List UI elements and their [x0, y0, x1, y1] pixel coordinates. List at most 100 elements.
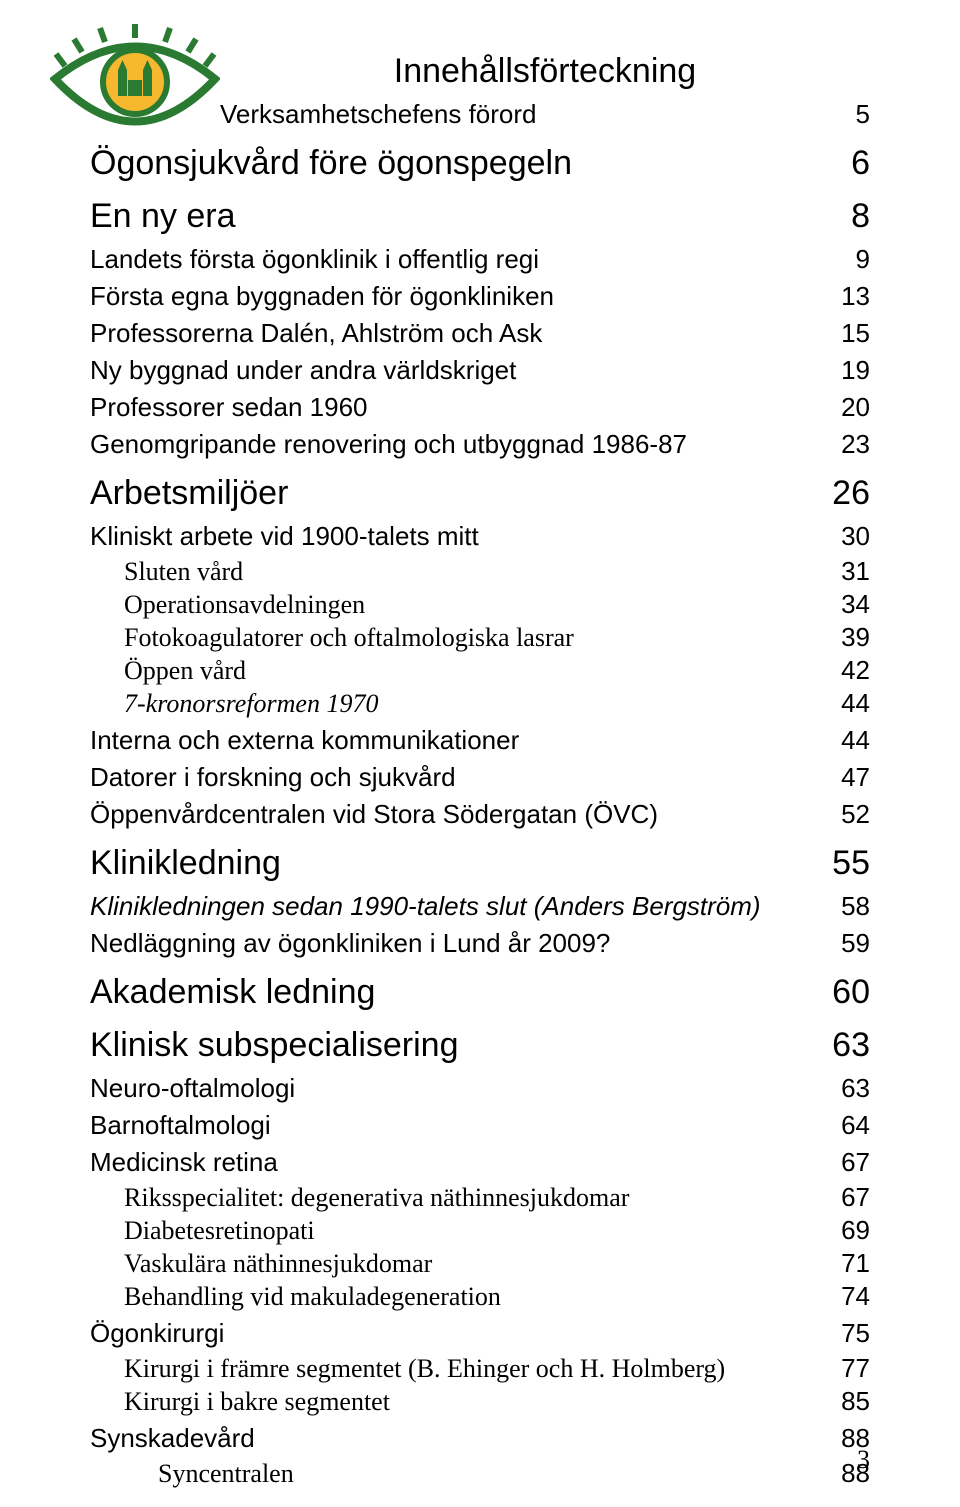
toc-label: Datorer i forskning och sjukvård: [90, 762, 456, 793]
toc-page: 55: [822, 844, 870, 883]
toc-row: Ögonsjukvård före ögonspegeln 6: [90, 144, 870, 183]
toc-page: 39: [831, 622, 870, 653]
eye-logo: [50, 24, 220, 139]
toc-row: Klinisk subspecialisering 63: [90, 1026, 870, 1065]
toc-row: 7-kronorsreformen 1970 44: [90, 688, 870, 719]
toc-page: 26: [822, 474, 870, 513]
toc-row: Professorerna Dalén, Ahlström och Ask 15: [90, 318, 870, 349]
toc-label: Arbetsmiljöer: [90, 474, 288, 513]
toc-row: Klinikledningen sedan 1990-talets slut (…: [90, 891, 870, 922]
page-number: 3: [857, 1445, 870, 1475]
toc-label: Ögonsjukvård före ögonspegeln: [90, 144, 572, 183]
toc-label: Nedläggning av ögonkliniken i Lund år 20…: [90, 928, 610, 959]
toc-page: 59: [831, 928, 870, 959]
toc-page: 44: [831, 725, 870, 756]
toc-page: 31: [831, 556, 870, 587]
toc-row: Professorer sedan 1960 20: [90, 392, 870, 423]
toc-content: Innehållsförteckning Verksamhetschefens …: [90, 52, 870, 1489]
toc-label: Diabetesretinopati: [124, 1216, 315, 1246]
toc-label: Kirurgi i främre segmentet (B. Ehinger o…: [124, 1354, 725, 1384]
toc-label: Fotokoagulatorer och oftalmologiska lasr…: [124, 623, 574, 653]
toc-label: Akademisk ledning: [90, 973, 375, 1012]
page-title: Innehållsförteckning: [220, 52, 870, 91]
toc-row: Ögonkirurgi 75: [90, 1318, 870, 1349]
toc-page: 34: [831, 589, 870, 620]
toc-label: Neuro-oftalmologi: [90, 1073, 295, 1104]
toc-row: Syncentralen88: [90, 1458, 870, 1489]
toc-row: Diabetesretinopati 69: [90, 1215, 870, 1246]
toc-row: Öppenvårdcentralen vid Stora Södergatan …: [90, 799, 870, 830]
toc-label: Ögonkirurgi: [90, 1318, 224, 1349]
toc-label: Professorerna Dalén, Ahlström och Ask: [90, 318, 542, 349]
toc-label: Synskadevård: [90, 1423, 255, 1454]
toc-row: Ny byggnad under andra världskriget 19: [90, 355, 870, 386]
toc-label: Sluten vård: [124, 557, 243, 587]
toc-row: Landets första ögonklinik i offentlig re…: [90, 244, 870, 275]
toc-row: Vaskulära näthinnesjukdomar71: [90, 1248, 870, 1279]
toc-row: Sluten vård 31: [90, 556, 870, 587]
toc-row: Klinikledning 55: [90, 844, 870, 883]
toc-page: 47: [831, 762, 870, 793]
toc-page: 9: [846, 244, 870, 275]
toc-label: Öppenvårdcentralen vid Stora Södergatan …: [90, 799, 658, 830]
toc-row: Öppen vård 42: [90, 655, 870, 686]
toc-label: Landets första ögonklinik i offentlig re…: [90, 244, 539, 275]
toc-page: 23: [831, 429, 870, 460]
toc-page: 85: [831, 1386, 870, 1417]
toc-page: 6: [841, 144, 870, 183]
toc-label: 7-kronorsreformen 1970: [124, 689, 378, 719]
toc-page: 20: [831, 392, 870, 423]
toc-label: Ny byggnad under andra världskriget: [90, 355, 516, 386]
toc-page: 8: [841, 197, 870, 236]
toc-label: Klinisk subspecialisering: [90, 1026, 459, 1065]
toc-row: Nedläggning av ögonkliniken i Lund år 20…: [90, 928, 870, 959]
toc-page: 67: [831, 1182, 870, 1213]
toc-page: 42: [831, 655, 870, 686]
toc-page: 69: [831, 1215, 870, 1246]
toc-label: Operationsavdelningen: [124, 590, 365, 620]
toc-page: 67: [831, 1147, 870, 1178]
toc-label: Genomgripande renovering och utbyggnad 1…: [90, 429, 687, 460]
toc-row: Behandling vid makuladegeneration 74: [90, 1281, 870, 1312]
toc-label: Behandling vid makuladegeneration: [124, 1282, 501, 1312]
toc-row: Riksspecialitet: degenerativa näthinnesj…: [90, 1182, 870, 1213]
toc-row: Kirurgi i främre segmentet (B. Ehinger o…: [90, 1353, 870, 1384]
toc-row: Synskadevård88: [90, 1423, 870, 1454]
toc-label: En ny era: [90, 197, 236, 236]
toc-row: En ny era 8: [90, 197, 870, 236]
toc-page: 74: [831, 1281, 870, 1312]
toc-row: Akademisk ledning60: [90, 973, 870, 1012]
toc-row: Första egna byggnaden för ögonkliniken 13: [90, 281, 870, 312]
toc-page: 75: [831, 1318, 870, 1349]
toc-row: Medicinsk retina 67: [90, 1147, 870, 1178]
toc-label: Medicinsk retina: [90, 1147, 278, 1178]
toc-row: Genomgripande renovering och utbyggnad 1…: [90, 429, 870, 460]
toc-page: 13: [831, 281, 870, 312]
toc-row: Arbetsmiljöer 26: [90, 474, 870, 513]
toc-label: Klinikledning: [90, 844, 281, 883]
toc-label: Första egna byggnaden för ögonkliniken: [90, 281, 554, 312]
toc-page: 77: [831, 1353, 870, 1384]
toc-page: 19: [831, 355, 870, 386]
toc-row: Datorer i forskning och sjukvård 47: [90, 762, 870, 793]
toc-page: 15: [831, 318, 870, 349]
toc-label: Professorer sedan 1960: [90, 392, 368, 423]
toc-list: Ögonsjukvård före ögonspegeln 6 En ny era 8…: [90, 144, 870, 1489]
toc-row: Kliniskt arbete vid 1900-talets mitt30: [90, 521, 870, 552]
toc-label: Barnoftalmologi: [90, 1110, 271, 1141]
toc-row: Interna och externa kommunikationer44: [90, 725, 870, 756]
toc-row: Barnoftalmologi 64: [90, 1110, 870, 1141]
toc-page: 44: [831, 688, 870, 719]
toc-row: Fotokoagulatorer och oftalmologiska lasr…: [90, 622, 870, 653]
toc-label: Kliniskt arbete vid 1900-talets mitt: [90, 521, 479, 552]
toc-page: 63: [822, 1026, 870, 1065]
toc-page: 52: [831, 799, 870, 830]
toc-label: Vaskulära näthinnesjukdomar: [124, 1249, 432, 1279]
toc-page: 63: [831, 1073, 870, 1104]
toc-label: Öppen vård: [124, 656, 246, 686]
toc-label: Klinikledningen sedan 1990-talets slut (…: [90, 891, 761, 922]
toc-row: Operationsavdelningen 34: [90, 589, 870, 620]
toc-row: Kirurgi i bakre segmentet85: [90, 1386, 870, 1417]
toc-page: 58: [831, 891, 870, 922]
toc-page: 64: [831, 1110, 870, 1141]
